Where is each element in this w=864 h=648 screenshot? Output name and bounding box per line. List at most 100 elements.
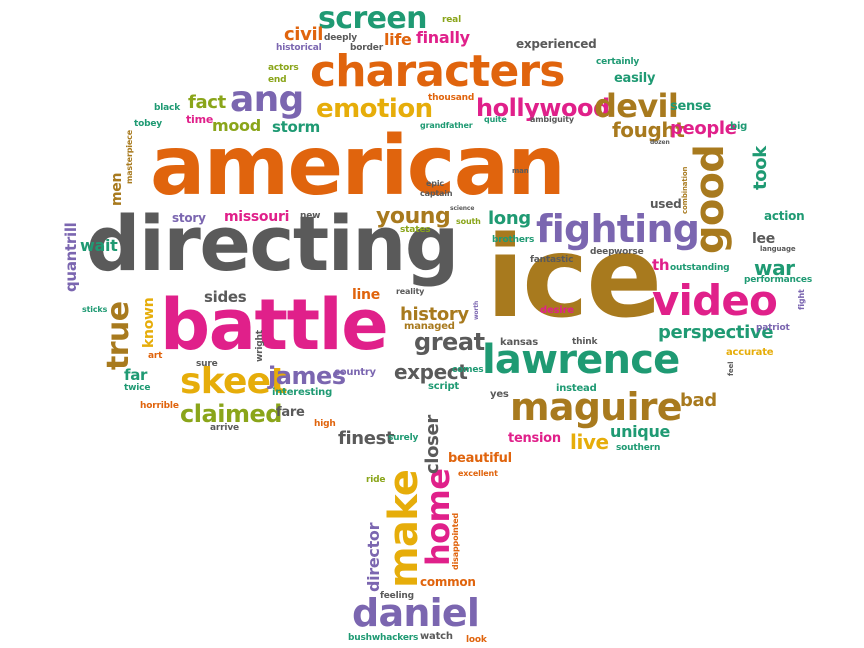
word-devil: devil — [594, 87, 679, 125]
word-maguire: maguire — [510, 385, 682, 429]
word-civil: civil — [284, 24, 324, 45]
word-fought: fought — [612, 118, 685, 142]
word-characters: characters — [310, 46, 565, 97]
word-surely: surely — [388, 433, 419, 443]
word-black: black — [154, 103, 181, 113]
word-great: great — [414, 328, 485, 356]
word-far: far — [124, 366, 148, 384]
word-south: south — [456, 217, 481, 226]
word-disappointed: disappointed — [451, 512, 460, 570]
word-horrible: horrible — [140, 401, 179, 411]
word-emotion: emotion — [316, 94, 433, 124]
word-think: think — [572, 337, 598, 347]
word-instead: instead — [556, 383, 597, 394]
word-ang: ang — [230, 79, 304, 120]
word-states: states — [400, 225, 431, 235]
word-look: look — [466, 635, 487, 645]
word-skeet: skeet — [180, 361, 288, 402]
word-wait: wait — [80, 236, 118, 255]
word-accurate: accurate — [726, 347, 774, 358]
word-ice: ice — [486, 213, 662, 343]
word-performances: performances — [744, 275, 813, 285]
word-missouri: missouri — [224, 209, 290, 225]
word-perspective: perspective — [658, 322, 774, 343]
word-yes: yes — [490, 389, 509, 400]
word-history: history — [400, 304, 469, 325]
word-excellent: excellent — [458, 469, 498, 478]
word-deep: deep — [590, 247, 615, 257]
word-sides: sides — [204, 288, 247, 306]
word-twice: twice — [124, 383, 151, 393]
word-battle: battle — [160, 284, 389, 366]
word-dozen: dozen — [650, 139, 670, 146]
word-screen: screen — [318, 1, 427, 36]
word-storm: storm — [272, 118, 320, 136]
word-certainly: certainly — [596, 57, 640, 67]
word-bad: bad — [680, 390, 717, 411]
word-live: live — [570, 430, 609, 454]
word-young: young — [376, 204, 451, 229]
word-lee: lee — [752, 231, 775, 247]
word-known: known — [141, 297, 157, 348]
word-experienced: experienced — [516, 37, 597, 51]
word-desire: desire — [540, 305, 574, 316]
word-beautiful: beautiful — [448, 451, 512, 466]
word-real: real — [442, 15, 461, 25]
word-closer: closer — [422, 415, 443, 474]
word-war: war — [754, 256, 795, 280]
word-common: common — [420, 575, 476, 589]
word-captain: captain — [420, 189, 453, 198]
word-expect: expect — [394, 360, 468, 384]
word-managed: managed — [404, 321, 455, 332]
word-hollywood: hollywood — [476, 94, 610, 122]
word-epic: epic — [426, 179, 444, 188]
word-quite: quite — [484, 115, 507, 124]
word-outstanding: outstanding — [670, 263, 730, 273]
word-quantrill: quantrill — [62, 222, 80, 292]
word-reality: reality — [396, 287, 425, 296]
word-comes: comes — [452, 365, 484, 375]
word-fight: fight — [797, 289, 806, 310]
word-thousand: thousand — [428, 93, 475, 103]
word-new: new — [300, 211, 321, 221]
word-language: language — [760, 245, 796, 253]
word-tobey: tobey — [134, 119, 162, 129]
word-life: life — [384, 30, 412, 49]
word-story: story — [172, 211, 206, 225]
word-worse: worse — [614, 247, 644, 257]
word-sticks: sticks — [82, 305, 108, 314]
word-wright: wright — [255, 330, 265, 362]
word-big: big — [730, 121, 748, 132]
word-watch: watch — [420, 631, 453, 642]
word-used: used — [650, 197, 682, 211]
word-combination: combination — [681, 166, 689, 214]
word-fighting: fighting — [536, 207, 700, 251]
word-th: th — [652, 256, 670, 274]
word-man: man — [512, 167, 529, 175]
word-country: country — [334, 367, 376, 378]
word-easily: easily — [614, 71, 656, 86]
word-feeling: feeling — [380, 591, 414, 601]
word-interesting: interesting — [272, 387, 333, 398]
word-high: high — [314, 419, 336, 429]
word-finally: finally — [416, 28, 470, 47]
word-science: science — [450, 205, 475, 212]
word-sure: sure — [196, 359, 218, 369]
word-actors: actors — [268, 63, 299, 73]
word-brothers: brothers — [492, 235, 535, 245]
word-finest: finest — [338, 428, 395, 449]
word-make: make — [381, 469, 427, 588]
word-directing: directing — [86, 199, 459, 288]
word-action: action — [764, 209, 805, 223]
word-historical: historical — [276, 43, 322, 53]
word-worth: worth — [473, 300, 480, 320]
word-end: end — [268, 75, 287, 85]
word-deeply: deeply — [324, 33, 357, 43]
word-kansas: kansas — [500, 337, 538, 348]
word-fact: fact — [188, 92, 226, 113]
word-feel: feel — [727, 361, 735, 376]
word-unique: unique — [610, 422, 671, 441]
word-southern: southern — [616, 443, 661, 453]
word-james: james — [268, 362, 346, 390]
word-american: american — [150, 119, 566, 214]
